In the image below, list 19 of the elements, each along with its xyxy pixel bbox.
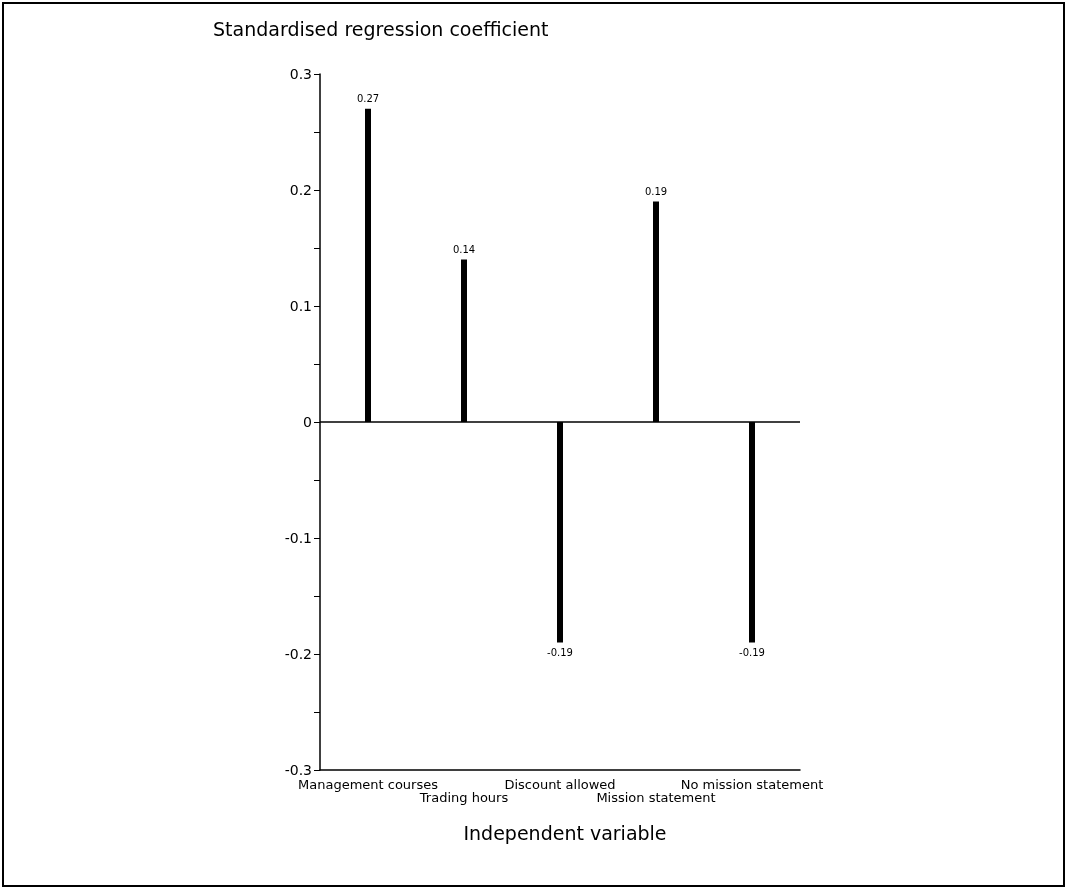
data-label: 0.14 bbox=[452, 244, 476, 256]
y-tick-label: -0.3 bbox=[284, 762, 312, 778]
x-tick-label: No mission statement bbox=[680, 777, 824, 792]
x-axis-title: Independent variable bbox=[463, 821, 667, 844]
data-label: 0.19 bbox=[644, 186, 668, 198]
data-label: -0.19 bbox=[739, 646, 765, 658]
x-tick-label: Discount allowed bbox=[504, 777, 616, 792]
y-tick-label: 0.3 bbox=[289, 66, 312, 82]
y-axis-title: Standardised regression coefficient bbox=[213, 17, 549, 40]
data-label: -0.19 bbox=[547, 646, 573, 658]
x-tick-label: Trading hours bbox=[418, 790, 509, 805]
data-label: 0.27 bbox=[356, 93, 380, 105]
y-tick-label: -0.2 bbox=[284, 646, 312, 662]
y-tick-label: 0.2 bbox=[289, 182, 312, 198]
y-tick-label: 0 bbox=[303, 414, 312, 430]
y-tick-label: 0.1 bbox=[289, 298, 312, 314]
x-tick-label: Management courses bbox=[298, 777, 439, 792]
y-tick-label: -0.1 bbox=[284, 530, 312, 546]
x-tick-label: Mission statement bbox=[596, 790, 716, 805]
